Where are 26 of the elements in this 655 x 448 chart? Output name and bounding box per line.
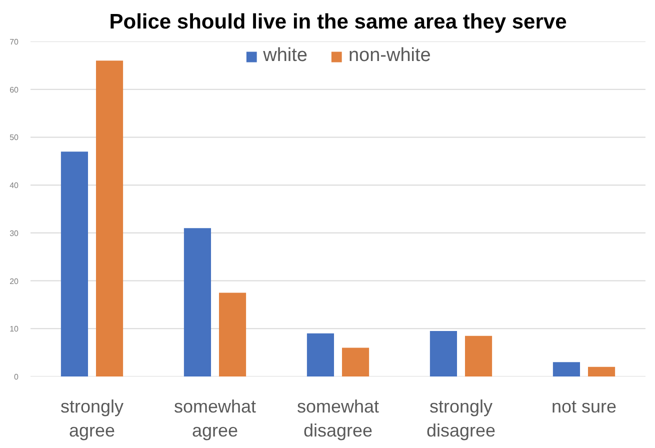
x-tick-label: not sure xyxy=(551,396,617,416)
y-tick-label: 60 xyxy=(10,85,20,94)
bar xyxy=(552,362,580,376)
bar xyxy=(184,228,212,376)
bar xyxy=(306,333,334,376)
bar xyxy=(218,292,246,376)
y-tick-label: 70 xyxy=(10,38,20,46)
y-tick-label: 30 xyxy=(10,228,20,238)
y-tick-label: 40 xyxy=(10,181,20,190)
x-tick-label: strongly disagree xyxy=(426,396,496,440)
bar xyxy=(588,366,616,376)
y-tick-label: 0 xyxy=(14,372,20,382)
x-tick-label: strongly agree xyxy=(60,396,124,440)
y-tick-label: 50 xyxy=(10,133,20,142)
bar xyxy=(60,152,88,376)
bar xyxy=(96,60,124,376)
chart-title: Police should live in the same area they serve xyxy=(109,10,567,34)
y-tick-label: 20 xyxy=(10,276,20,286)
x-tick-label: somewhat agree xyxy=(174,396,256,440)
legend-label: non-white xyxy=(348,45,431,67)
bar xyxy=(342,348,370,376)
x-tick-label: somewhat disagree xyxy=(296,396,380,440)
y-tick-label: 10 xyxy=(10,324,20,334)
bar xyxy=(464,336,492,376)
bar xyxy=(430,331,458,376)
legend-label: white xyxy=(263,45,308,67)
